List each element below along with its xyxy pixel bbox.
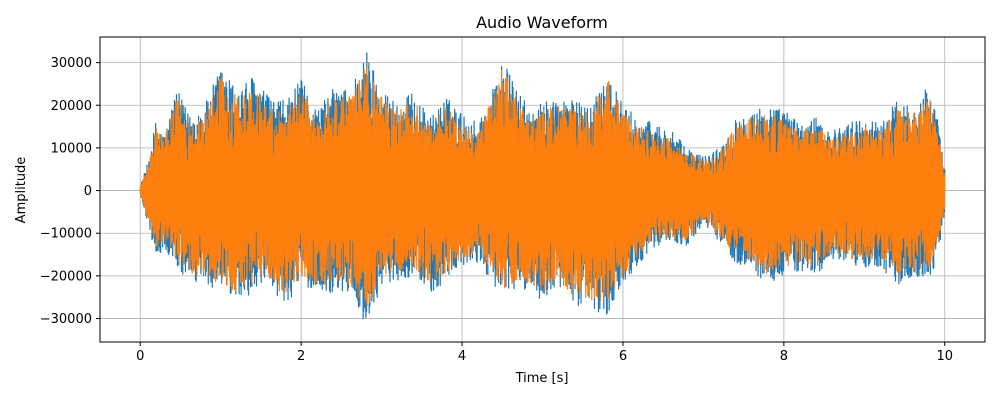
x-axis-ticks: 0 2 4 6 8 10 <box>136 342 953 364</box>
series-layer <box>139 52 946 320</box>
x-tick-label: 2 <box>297 349 305 364</box>
x-tick-label: 8 <box>780 349 788 364</box>
chart-title: Audio Waveform <box>476 13 608 32</box>
plot-frame <box>99 36 986 343</box>
y-tick-label: 10000 <box>51 141 92 156</box>
x-tick-label: 0 <box>136 349 144 364</box>
x-tick-label: 10 <box>936 349 953 364</box>
y-tick-label: 0 <box>84 184 92 199</box>
y-tick-label: −30000 <box>40 312 92 327</box>
y-tick-label: −20000 <box>40 269 92 284</box>
x-tick-label: 4 <box>458 349 466 364</box>
y-tick-label: −10000 <box>40 227 92 242</box>
y-axis-ticks: −30000 −20000 −10000 0 10000 20000 30000 <box>40 56 100 327</box>
x-tick-label: 6 <box>619 349 627 364</box>
waveform-series-2 <box>139 67 946 306</box>
y-tick-label: 30000 <box>51 56 92 71</box>
y-tick-label: 20000 <box>51 99 92 114</box>
x-axis-label: Time [s] <box>515 371 569 386</box>
y-axis-label: Amplitude <box>14 157 29 224</box>
